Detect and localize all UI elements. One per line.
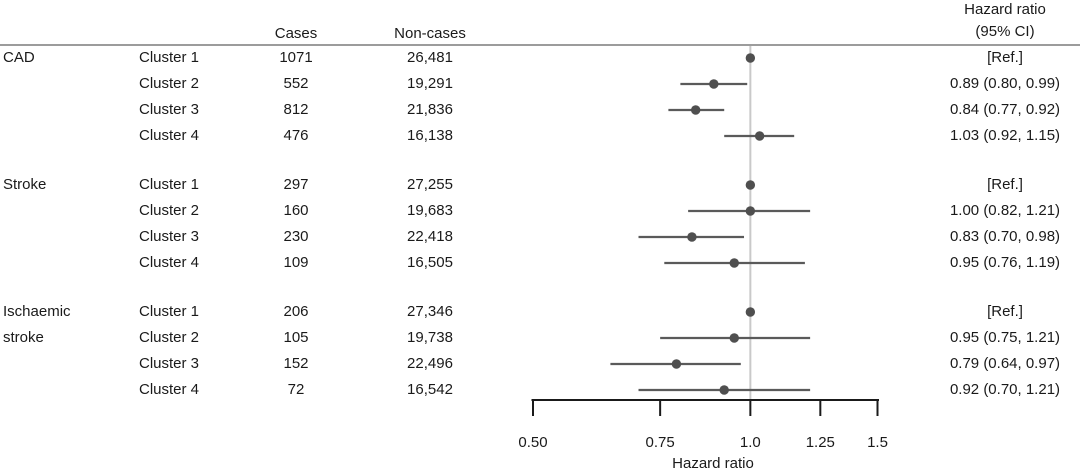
cluster-label: Cluster 3 bbox=[139, 355, 200, 372]
cluster-label: Cluster 3 bbox=[139, 228, 200, 245]
point-estimate-marker bbox=[671, 359, 682, 369]
point-estimate-marker bbox=[754, 131, 765, 141]
cluster-label: Cluster 1 bbox=[139, 176, 200, 193]
point-estimate-marker bbox=[719, 385, 729, 395]
hr-ci-value: 0.89 (0.80, 0.99) bbox=[949, 75, 1061, 92]
cluster-label: Cluster 1 bbox=[139, 49, 200, 66]
hr-ci-value: [Ref.] bbox=[987, 176, 1023, 193]
non-cases-value: 16,542 bbox=[407, 381, 453, 398]
non-cases-column-header: Non-cases bbox=[394, 25, 466, 42]
non-cases-value: 22,496 bbox=[407, 355, 453, 372]
point-estimate-marker bbox=[687, 232, 697, 242]
cluster-label: Cluster 4 bbox=[139, 381, 200, 398]
outcome-group-label: CAD bbox=[3, 49, 35, 66]
cluster-label: Cluster 1 bbox=[139, 303, 200, 320]
non-cases-value: 27,346 bbox=[407, 303, 453, 320]
hr-ci-value: 1.03 (0.92, 1.15) bbox=[949, 127, 1061, 144]
point-estimate-marker bbox=[729, 333, 739, 343]
point-estimate-marker bbox=[729, 258, 739, 268]
axis-tick-label: 0.50 bbox=[518, 434, 548, 451]
cases-value: 552 bbox=[283, 75, 309, 92]
cases-value: 812 bbox=[283, 101, 309, 118]
cluster-label: Cluster 2 bbox=[139, 202, 200, 219]
cases-value: 152 bbox=[283, 355, 309, 372]
hr-ci-value: 0.79 (0.64, 0.97) bbox=[949, 355, 1061, 372]
hazard-ratio-column-header-line1: Hazard ratio bbox=[964, 1, 1046, 18]
point-estimate-marker bbox=[745, 206, 756, 216]
outcome-group-label-line2: stroke bbox=[3, 329, 44, 346]
non-cases-value: 19,291 bbox=[407, 75, 453, 92]
cluster-label: Cluster 4 bbox=[139, 127, 200, 144]
cases-value: 1071 bbox=[279, 49, 313, 66]
cases-value: 476 bbox=[283, 127, 309, 144]
x-axis-label: Hazard ratio bbox=[672, 455, 754, 472]
axis-tick-label: 0.75 bbox=[645, 434, 675, 451]
non-cases-value: 19,738 bbox=[407, 329, 453, 346]
non-cases-value: 22,418 bbox=[407, 228, 453, 245]
hr-ci-value: 0.92 (0.70, 1.21) bbox=[949, 381, 1061, 398]
hr-ci-value: 0.95 (0.76, 1.19) bbox=[949, 254, 1061, 271]
point-estimate-marker bbox=[745, 53, 756, 63]
point-estimate-marker bbox=[745, 180, 756, 190]
point-estimate-marker bbox=[690, 105, 701, 115]
non-cases-value: 16,138 bbox=[407, 127, 453, 144]
outcome-group-label: Ischaemic bbox=[3, 303, 71, 320]
cases-column-header: Cases bbox=[274, 25, 318, 42]
cases-value: 297 bbox=[283, 176, 309, 193]
non-cases-value: 19,683 bbox=[407, 202, 453, 219]
outcome-group-label: Stroke bbox=[3, 176, 47, 193]
hr-ci-value: 0.84 (0.77, 0.92) bbox=[949, 101, 1061, 118]
cases-value: 109 bbox=[283, 254, 309, 271]
cluster-label: Cluster 4 bbox=[139, 254, 200, 271]
cluster-label: Cluster 2 bbox=[139, 75, 200, 92]
cluster-label: Cluster 3 bbox=[139, 101, 200, 118]
non-cases-value: 16,505 bbox=[407, 254, 453, 271]
hr-ci-value: 0.83 (0.70, 0.98) bbox=[949, 228, 1061, 245]
point-estimate-marker bbox=[709, 79, 719, 89]
hr-ci-value: 1.00 (0.82, 1.21) bbox=[949, 202, 1061, 219]
hr-ci-value: [Ref.] bbox=[987, 303, 1023, 320]
cases-value: 206 bbox=[283, 303, 309, 320]
axis-tick-label: 1.5 bbox=[867, 434, 888, 451]
axis-tick-label: 1.0 bbox=[739, 434, 761, 451]
header-separator-line bbox=[0, 44, 1080, 46]
axis-tick-label: 1.25 bbox=[805, 434, 835, 451]
hazard-ratio-column-header-line2: (95% CI) bbox=[975, 23, 1035, 40]
hr-ci-value: [Ref.] bbox=[987, 49, 1023, 66]
cases-value: 105 bbox=[283, 329, 309, 346]
cluster-label: Cluster 2 bbox=[139, 329, 200, 346]
non-cases-value: 27,255 bbox=[407, 176, 453, 193]
non-cases-value: 21,836 bbox=[407, 101, 453, 118]
cases-value: 230 bbox=[283, 228, 309, 245]
cases-value: 160 bbox=[283, 202, 309, 219]
hr-ci-value: 0.95 (0.75, 1.21) bbox=[949, 329, 1061, 346]
point-estimate-marker bbox=[745, 307, 756, 317]
non-cases-value: 26,481 bbox=[407, 49, 453, 66]
cases-value: 72 bbox=[287, 381, 305, 398]
